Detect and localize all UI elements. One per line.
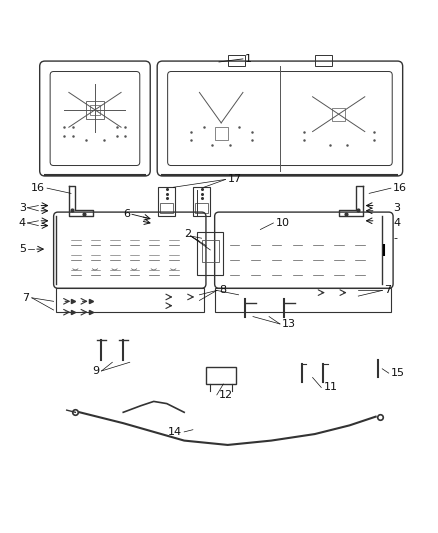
Text: 14: 14 [168, 427, 182, 437]
Text: 3: 3 [19, 203, 26, 213]
Bar [201, 240, 219, 262]
Text: 10: 10 [276, 218, 290, 228]
Text: 4: 4 [393, 218, 400, 228]
Text: 16: 16 [393, 183, 407, 193]
Text: 13: 13 [282, 319, 296, 329]
Text: 2: 2 [184, 229, 191, 239]
Bar [228, 55, 245, 66]
Text: 7: 7 [385, 286, 392, 295]
Bar [332, 108, 345, 120]
Text: 4: 4 [19, 218, 26, 228]
Bar [315, 55, 332, 66]
Text: 15: 15 [391, 368, 405, 378]
Text: 7: 7 [22, 293, 30, 303]
Bar [195, 203, 208, 213]
Text: 17: 17 [228, 174, 242, 184]
Bar [206, 367, 237, 384]
Bar [90, 104, 100, 115]
Text: 1: 1 [245, 54, 252, 64]
Bar [160, 203, 173, 213]
Text: 9: 9 [92, 366, 99, 376]
Text: 5: 5 [19, 244, 26, 254]
Bar [158, 187, 176, 215]
Bar [193, 187, 210, 215]
Text: 11: 11 [323, 383, 337, 392]
Text: 8: 8 [219, 286, 226, 295]
Text: -: - [393, 233, 397, 243]
Text: 16: 16 [31, 183, 45, 193]
Text: 6: 6 [123, 209, 130, 219]
Bar [197, 232, 223, 275]
Text: 12: 12 [219, 390, 233, 400]
Bar [86, 101, 104, 118]
Bar [215, 127, 228, 140]
Bar [56, 288, 204, 312]
Bar [215, 288, 391, 312]
Text: 3: 3 [393, 203, 400, 213]
